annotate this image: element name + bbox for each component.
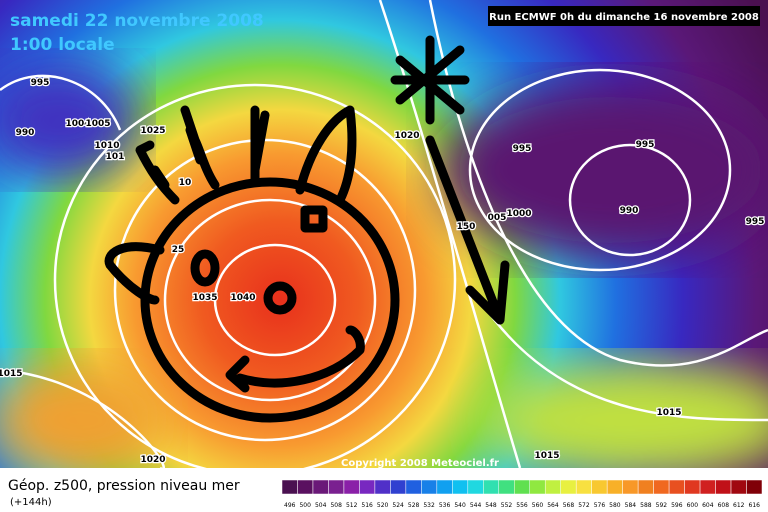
legend-cell (591, 479, 608, 495)
contour-label: 1015 (0, 369, 23, 379)
legend-cell (730, 479, 747, 495)
map-background (0, 0, 768, 475)
legend-cell (715, 479, 732, 495)
legend-cell (483, 479, 500, 495)
contour-label: 1020 (140, 455, 165, 465)
contour-label: 25 (172, 245, 185, 255)
contour-label: 995 (636, 140, 655, 150)
legend-cell (560, 479, 577, 495)
contour-label: 990 (620, 206, 639, 216)
legend-label: 556 (516, 502, 528, 509)
legend-cell (622, 479, 639, 495)
contour-label: 1004 (65, 119, 90, 129)
legend-label: 524 (392, 502, 404, 509)
run-banner (488, 6, 760, 26)
legend-cell (436, 479, 453, 495)
legend-cell (359, 479, 376, 495)
legend-label: 496 (284, 502, 296, 509)
doodle (104, 35, 510, 423)
isobars (0, 0, 768, 475)
legend-label: 604 (702, 502, 714, 509)
contour-label: 1000 (506, 209, 531, 219)
legend-cell (699, 479, 716, 495)
copyright: Copyright 2008 Meteociel.fr (341, 458, 499, 469)
legend-label: 540 (454, 502, 466, 509)
legend-cell (374, 479, 391, 495)
legend-cell (297, 479, 314, 495)
legend-label: 520 (377, 502, 389, 509)
contour-label: 1015 (656, 408, 681, 418)
contour-label: 1035 (192, 293, 217, 303)
legend-cell (514, 479, 530, 495)
legend-label: 552 (501, 502, 513, 509)
forecast-time: 1:00 locale (10, 35, 115, 55)
legend-cell (281, 479, 298, 495)
legend-cell (421, 479, 438, 495)
legend-cell (653, 479, 670, 495)
contour-label: 1010 (94, 141, 119, 151)
legend-cell (498, 479, 515, 495)
legend-label: 508 (330, 502, 342, 509)
legend-label: 560 (532, 502, 544, 509)
legend-label: 588 (640, 502, 652, 509)
contour-label: 101 (106, 152, 125, 162)
legend-cell (343, 479, 360, 495)
legend-cell (529, 479, 546, 495)
legend-label: 608 (718, 502, 730, 509)
contour-label: 10 (179, 178, 192, 188)
legend-label: 616 (749, 502, 761, 509)
legend-cell (668, 479, 685, 495)
contour-label: 990 (16, 128, 35, 138)
legend-label: 612 (733, 502, 745, 509)
legend-label: 584 (625, 502, 637, 509)
contour-label: 1005 (85, 119, 110, 129)
legend-label: 600 (687, 502, 699, 509)
contour-label: 995 (513, 144, 532, 154)
contour-label: 1040 (230, 293, 255, 303)
legend-cell (684, 479, 701, 495)
legend-cell (637, 479, 654, 495)
legend-label: 536 (439, 502, 451, 509)
legend-cell (575, 479, 592, 495)
contour-label: 995 (746, 217, 765, 227)
legend-label: 564 (547, 502, 559, 509)
legend-label: 504 (315, 502, 327, 509)
forecast-date: samedi 22 novembre 2008 (10, 11, 264, 31)
legend-subtitle: (+144h) (10, 497, 52, 508)
legend-label: 592 (656, 502, 668, 509)
legend-label: 544 (470, 502, 482, 509)
legend-title: Géop. z500, pression niveau mer (8, 478, 240, 494)
legend-label: 516 (361, 502, 373, 509)
run-info: Run ECMWF 0h du dimanche 16 novembre 200… (489, 12, 759, 23)
legend-cell (606, 479, 623, 495)
legend-cell (467, 479, 484, 495)
contour-label: 1015 (534, 451, 559, 461)
legend-cell (390, 479, 407, 495)
legend-label: 572 (578, 502, 590, 509)
legend-label: 528 (408, 502, 420, 509)
legend-cell (405, 479, 422, 495)
contour-label: 1025 (140, 126, 165, 136)
legend-cell (312, 479, 329, 495)
legend-cell (544, 479, 561, 495)
legend-label: 596 (671, 502, 683, 509)
contour-label: 005 (488, 213, 507, 223)
legend-label: 532 (423, 502, 435, 509)
legend-label: 548 (485, 502, 497, 509)
contour-label: 1020 (394, 131, 419, 141)
legend-label: 500 (299, 502, 311, 509)
legend-label: 512 (346, 502, 358, 509)
legend-label: 576 (594, 502, 606, 509)
contour-label: 995 (31, 78, 50, 88)
legend-label: 568 (563, 502, 575, 509)
legend-cell (452, 479, 469, 495)
contour-label: 150 (457, 222, 476, 232)
legend-label: 580 (609, 502, 621, 509)
legend-cell (746, 479, 763, 495)
legend-cell (328, 479, 345, 495)
